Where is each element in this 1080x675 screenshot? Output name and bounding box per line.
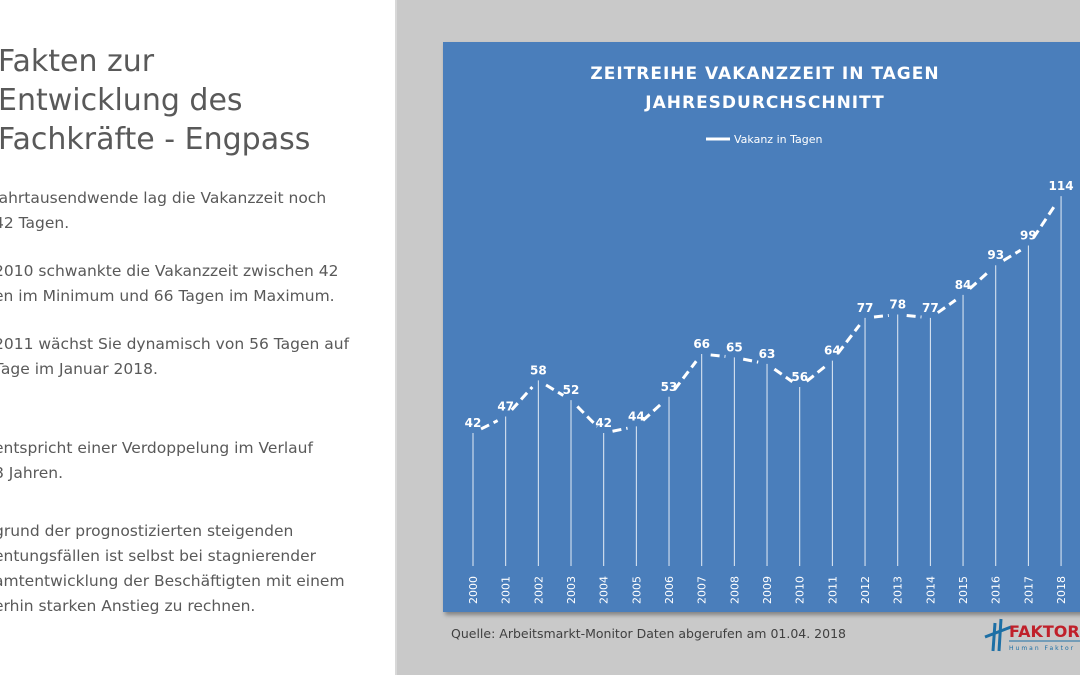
series-line-segment (480, 419, 499, 431)
data-label: 42 (595, 416, 612, 430)
series-line-segment (742, 357, 759, 364)
x-tick-label: 2007 (696, 576, 709, 604)
chart-subtitle: JAHRESDURCHSCHNITT (644, 93, 884, 113)
x-tick-label: 2011 (826, 576, 839, 604)
x-tick-label: 2012 (859, 576, 872, 604)
series-line-segment (805, 365, 827, 383)
series-line-segment (710, 353, 726, 358)
series-line-segment (545, 383, 565, 397)
x-tick-label: 2008 (728, 576, 741, 604)
legend-label: Vakanz in Tagen (734, 133, 822, 146)
series-line-segment (773, 367, 794, 383)
slide-title: Fakten zur Entwicklung des Fachkräfte - … (0, 44, 311, 157)
data-label: 64 (824, 344, 841, 358)
data-label: 63 (759, 347, 776, 361)
series-line-segment (1002, 248, 1022, 262)
series-line-segment (1032, 202, 1058, 239)
data-label: 47 (497, 400, 514, 414)
x-tick-label: 2017 (1022, 576, 1035, 604)
series-line-segment (968, 270, 991, 290)
data-label: 42 (465, 416, 482, 430)
fact-paragraph: entspricht einer Verdoppelung im Verlauf… (0, 439, 313, 482)
x-tick-label: 2010 (794, 576, 807, 604)
faktor-logo: FAKTOR Human Faktor (983, 615, 1080, 659)
x-tick-label: 2016 (990, 576, 1003, 604)
svg-text:Human Faktor: Human Faktor (1009, 645, 1075, 652)
chart-area (443, 42, 1080, 612)
data-label: 56 (791, 370, 808, 384)
series-line-segment (510, 386, 534, 411)
series-line-segment (936, 298, 957, 314)
data-label: 77 (922, 301, 939, 315)
fact-paragraph: grund der prognostizierten steigenden en… (0, 522, 345, 615)
x-tick-label: 2005 (630, 576, 643, 604)
x-tick-label: 2000 (467, 576, 480, 604)
series-line-segment (873, 313, 889, 319)
data-label: 53 (661, 380, 678, 394)
data-label: 84 (955, 278, 972, 292)
fact-paragraph: 2010 schwankte die Vakanzzeit zwischen 4… (0, 262, 339, 305)
data-label: 99 (1020, 228, 1037, 242)
data-label: 66 (693, 337, 710, 351)
source-note: Quelle: Arbeitsmarkt-Monitor Daten abger… (451, 626, 846, 641)
x-tick-label: 2013 (892, 576, 905, 604)
x-tick-label: 2004 (598, 576, 611, 604)
data-label: 65 (726, 340, 743, 354)
series-line-segment (906, 313, 922, 319)
data-label: 78 (889, 298, 906, 312)
x-tick-label: 2009 (761, 576, 774, 604)
series-line-segment (642, 401, 664, 422)
data-label: 114 (1049, 179, 1074, 193)
data-label: 52 (563, 383, 580, 397)
text-panel: Fakten zur Entwicklung des Fachkräfte - … (0, 0, 397, 675)
svg-text:FAKTOR: FAKTOR (1009, 622, 1080, 641)
data-label: 58 (530, 363, 547, 377)
x-tick-label: 2001 (500, 576, 513, 604)
x-tick-label: 2014 (924, 576, 937, 604)
x-tick-label: 2003 (565, 576, 578, 604)
data-label: 93 (987, 248, 1004, 262)
x-tick-label: 2002 (532, 576, 545, 604)
x-tick-label: 2006 (663, 576, 676, 604)
series-line-segment (576, 405, 599, 428)
fact-paragraph: Jahrtausendwende lag die Vakanzzeit noch… (0, 189, 327, 232)
series-line-segment (612, 426, 628, 433)
series-line-segment (673, 360, 698, 391)
chart-title: ZEITREIHE VAKANZZEIT IN TAGEN (590, 64, 939, 84)
series-line-segment (836, 324, 861, 355)
x-tick-label: 2018 (1055, 576, 1068, 604)
data-label: 44 (628, 409, 645, 423)
data-label: 77 (857, 301, 874, 315)
x-tick-label: 2015 (957, 576, 970, 604)
fact-paragraph: 2011 wächst Sie dynamisch von 56 Tagen a… (0, 335, 350, 378)
